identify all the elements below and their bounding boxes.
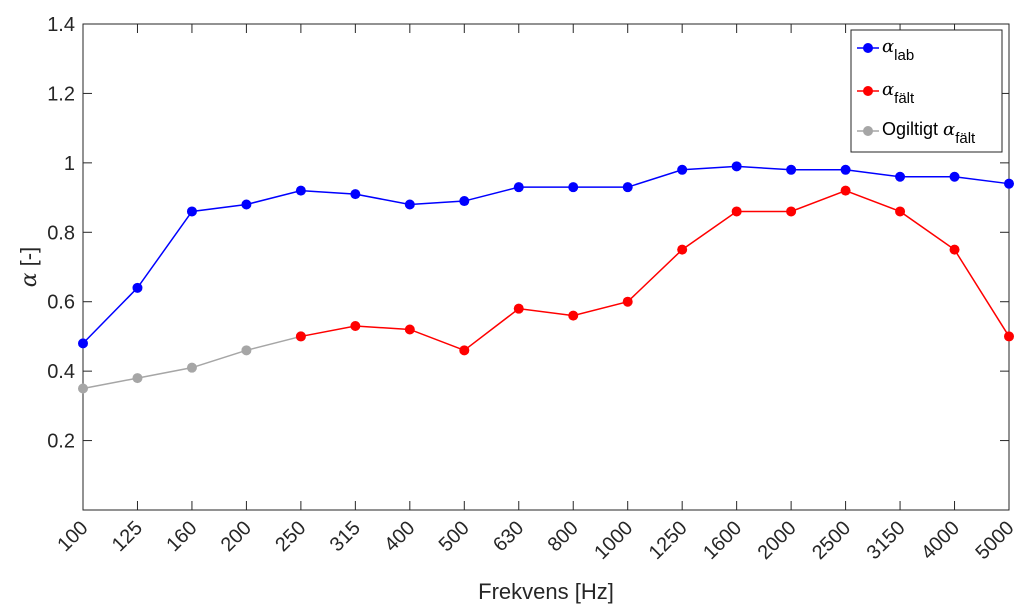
x-tick-label: 2000 — [754, 517, 801, 564]
data-point — [459, 345, 470, 356]
x-axis-label: Frekvens [Hz] — [478, 579, 614, 604]
x-tick-label: 315 — [326, 517, 365, 556]
x-tick-label: 500 — [435, 517, 474, 556]
y-axis-label-symbol: α — [17, 272, 42, 287]
x-tick-label: 5000 — [972, 517, 1019, 564]
x-tick-label: 1250 — [645, 517, 692, 564]
series-layer — [78, 161, 1014, 394]
data-point — [404, 324, 415, 335]
x-tick-label: 125 — [108, 517, 147, 556]
x-tick-label: 160 — [162, 517, 201, 556]
legend-label-prefix: Ogiltigt — [882, 119, 943, 139]
legend-label-symbol: α — [882, 36, 894, 57]
x-tick-label: 1000 — [590, 517, 637, 564]
series-line — [300, 189, 1010, 352]
data-point — [949, 171, 960, 182]
y-tick-label: 0.6 — [47, 292, 75, 314]
legend-label: Ogiltigt αfält — [882, 119, 976, 147]
y-axis-label-unit: [-] — [16, 247, 41, 267]
data-point — [241, 345, 252, 356]
x-tick-label: 3150 — [863, 517, 910, 564]
series-0 — [78, 161, 1014, 349]
x-tick-label: 200 — [217, 517, 256, 556]
legend-swatch-marker — [863, 126, 873, 136]
data-point — [677, 164, 688, 175]
data-point — [895, 206, 906, 217]
data-point — [786, 164, 797, 175]
data-point — [568, 182, 579, 193]
x-tick-label: 800 — [544, 517, 583, 556]
data-point — [186, 362, 197, 373]
data-point — [840, 164, 851, 175]
data-point — [731, 206, 742, 217]
data-point — [132, 282, 143, 293]
data-point — [459, 196, 470, 207]
data-point — [404, 199, 415, 210]
y-axis-label: α [-] — [16, 247, 42, 287]
data-point — [840, 185, 851, 196]
data-point — [513, 303, 524, 314]
x-tick-label: 630 — [489, 517, 528, 556]
y-tick-label: 0.8 — [47, 222, 75, 244]
data-point — [241, 199, 252, 210]
y-tick-label: 0.2 — [47, 431, 75, 453]
data-point — [78, 338, 88, 349]
data-point — [1004, 178, 1014, 189]
legend-label-subscript: fält — [955, 130, 976, 147]
data-point — [731, 161, 742, 172]
data-point — [786, 206, 797, 217]
legend-label-subscript: fält — [894, 90, 915, 107]
data-point — [350, 321, 361, 332]
x-tick-label: 100 — [53, 517, 92, 556]
y-axis: 0.2 0.4 0.6 0.8 1 1.2 1.4 — [47, 14, 1009, 453]
series-1 — [295, 185, 1014, 356]
legend-swatch-marker — [863, 43, 873, 53]
legend-label-subscript: lab — [894, 47, 914, 64]
data-point — [895, 171, 906, 182]
x-tick-label: 1600 — [699, 517, 746, 564]
data-point — [622, 182, 633, 193]
data-point — [295, 331, 306, 342]
y-tick-label: 1.2 — [47, 83, 75, 105]
legend-swatch-marker — [863, 86, 873, 96]
legend-label: αfält — [882, 79, 915, 107]
data-point — [1004, 331, 1014, 342]
series-line — [82, 165, 1010, 344]
data-point — [350, 189, 361, 200]
data-point — [186, 206, 197, 217]
legend-label: αlab — [882, 36, 914, 64]
x-tick-label: 400 — [380, 517, 419, 556]
data-point — [677, 244, 688, 255]
data-point — [568, 310, 579, 321]
data-point — [949, 244, 960, 255]
data-point — [295, 185, 306, 196]
y-tick-label: 0.4 — [47, 361, 75, 383]
data-point — [78, 383, 88, 394]
legend-label-symbol: α — [882, 79, 894, 100]
x-tick-label: 4000 — [917, 517, 964, 564]
x-tick-label: 250 — [271, 517, 310, 556]
y-tick-label: 1.4 — [47, 14, 75, 36]
data-point — [132, 373, 143, 384]
x-tick-label: 2500 — [808, 517, 855, 564]
data-point — [622, 296, 633, 307]
legend-label-symbol: α — [943, 119, 955, 140]
y-tick-label: 1 — [64, 153, 75, 175]
data-point — [513, 182, 524, 193]
